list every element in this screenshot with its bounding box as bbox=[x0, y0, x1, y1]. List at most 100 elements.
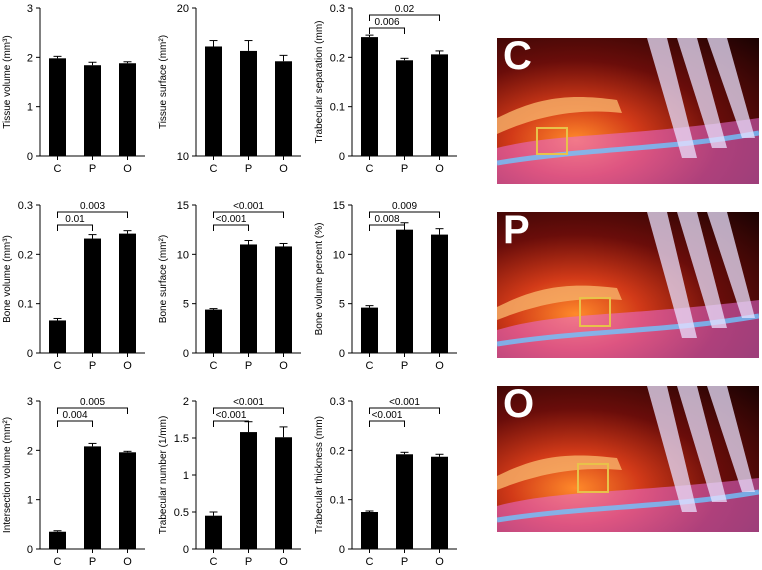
y-tick-label: 2 bbox=[27, 445, 33, 457]
x-tick-label: O bbox=[123, 360, 132, 372]
y-tick-label: 15 bbox=[177, 200, 189, 212]
significance-bracket bbox=[213, 224, 249, 231]
significance-bracket bbox=[369, 27, 405, 34]
y-tick-label: 0.2 bbox=[330, 52, 345, 64]
y-axis-label: Tissue surface (mm²) bbox=[158, 35, 169, 129]
x-tick-label: P bbox=[245, 360, 252, 372]
y-tick-label: 15 bbox=[333, 200, 345, 212]
x-tick-label: C bbox=[210, 360, 218, 372]
y-tick-label: 0.3 bbox=[330, 3, 345, 15]
significance-bracket bbox=[369, 224, 405, 231]
y-axis-label: Bone volume percent (%) bbox=[314, 223, 325, 336]
x-tick-label: O bbox=[279, 360, 288, 372]
y-axis-label: Bone surface (mm²) bbox=[158, 235, 169, 323]
bar-P bbox=[396, 60, 413, 156]
x-tick-label: O bbox=[123, 556, 132, 568]
y-axis-label: Trabecular thickness (mm) bbox=[314, 416, 325, 534]
y-tick-label: 5 bbox=[183, 299, 189, 311]
p-value-label: <0.001 bbox=[372, 410, 403, 421]
y-tick-label: 0 bbox=[339, 151, 345, 163]
y-tick-label: 2 bbox=[27, 52, 33, 64]
significance-bracket bbox=[369, 420, 405, 427]
significance-bracket bbox=[213, 407, 284, 414]
y-tick-label: 10 bbox=[177, 151, 189, 163]
bar-chart-9: 0 0.1 0.2 0.3 Trabecular thickness (mm) C P O <0… bbox=[314, 396, 457, 568]
bar-C bbox=[49, 531, 66, 549]
scan-graphic bbox=[497, 212, 759, 358]
y-tick-label: 0.3 bbox=[330, 396, 345, 408]
significance-bracket bbox=[369, 14, 440, 21]
bar-chart-4: 0 0.1 0.2 0.3 Bone volume (mm³) C P O 0.01 0.003 bbox=[2, 200, 145, 372]
bar-O bbox=[119, 63, 136, 156]
bar-O bbox=[119, 452, 136, 549]
significance-bracket bbox=[57, 224, 93, 231]
x-tick-label: C bbox=[210, 556, 218, 568]
bar-P bbox=[396, 454, 413, 549]
bar-P bbox=[240, 244, 257, 353]
scan-label: O bbox=[503, 386, 535, 426]
x-tick-label: O bbox=[435, 163, 444, 175]
bar-C bbox=[49, 58, 66, 156]
y-axis-label: Trabecular separation (mm) bbox=[314, 20, 325, 143]
bar-chart-1: 0 1 2 3 Tissue volume (mm³) C P O bbox=[2, 3, 145, 175]
x-tick-label: P bbox=[245, 163, 252, 175]
microct-image-c: C bbox=[497, 38, 759, 184]
p-value-label: <0.001 bbox=[389, 397, 420, 408]
x-tick-label: O bbox=[435, 360, 444, 372]
p-value-label: 0.02 bbox=[395, 4, 415, 15]
bar-C bbox=[361, 37, 378, 156]
y-tick-label: 0 bbox=[183, 348, 189, 360]
y-tick-label: 0 bbox=[27, 151, 33, 163]
x-tick-label: P bbox=[89, 556, 96, 568]
x-tick-label: P bbox=[245, 556, 252, 568]
x-tick-label: O bbox=[279, 556, 288, 568]
y-tick-label: 0 bbox=[339, 544, 345, 556]
p-value-label: 0.009 bbox=[392, 201, 417, 212]
x-tick-label: O bbox=[435, 556, 444, 568]
bar-chart-5: 0 5 10 15 Bone surface (mm²) C P O <0.001 <0.001 bbox=[158, 200, 301, 372]
p-value-label: 0.004 bbox=[62, 410, 87, 421]
p-value-label: 0.006 bbox=[374, 17, 399, 28]
y-tick-label: 20 bbox=[177, 3, 189, 15]
x-tick-label: P bbox=[401, 556, 408, 568]
y-tick-label: 0 bbox=[339, 348, 345, 360]
bar-C bbox=[361, 512, 378, 549]
bar-C bbox=[361, 307, 378, 353]
y-tick-label: 2 bbox=[183, 396, 189, 408]
y-tick-label: 1 bbox=[27, 102, 33, 114]
p-value-label: 0.003 bbox=[80, 201, 105, 212]
bar-P bbox=[396, 229, 413, 353]
y-tick-label: 1 bbox=[27, 495, 33, 507]
bar-O bbox=[431, 456, 448, 549]
x-tick-label: P bbox=[401, 163, 408, 175]
bar-chart-6: 0 5 10 15 Bone volume percent (%) C P O 0.008 0.0… bbox=[314, 200, 457, 372]
p-value-label: 0.005 bbox=[80, 397, 105, 408]
y-tick-label: 1 bbox=[183, 470, 189, 482]
x-tick-label: C bbox=[366, 360, 374, 372]
y-tick-label: 0 bbox=[27, 348, 33, 360]
scan-label: C bbox=[503, 38, 532, 78]
scan-graphic bbox=[497, 38, 759, 184]
x-tick-label: O bbox=[279, 163, 288, 175]
significance-bracket bbox=[213, 211, 284, 218]
p-value-label: <0.001 bbox=[233, 201, 264, 212]
x-tick-label: C bbox=[54, 556, 62, 568]
y-tick-label: 0.3 bbox=[18, 200, 33, 212]
x-tick-label: O bbox=[123, 163, 132, 175]
y-axis-label: Bone volume (mm³) bbox=[2, 235, 13, 323]
x-tick-label: P bbox=[401, 360, 408, 372]
bar-O bbox=[275, 61, 292, 156]
y-tick-label: 3 bbox=[27, 3, 33, 15]
bar-P bbox=[84, 446, 101, 549]
bar-chart-8: 0 0.5 1 1.5 2 Trabecular number (1/mm) C P O <0.0… bbox=[158, 396, 301, 568]
bar-chart-7: 0 1 2 3 Intersection volume (mm²) C P O 0.004 0.0… bbox=[2, 396, 145, 568]
significance-bracket bbox=[57, 407, 128, 414]
significance-bracket bbox=[57, 420, 93, 427]
y-tick-label: 0.2 bbox=[18, 249, 33, 261]
y-axis-label: Intersection volume (mm²) bbox=[2, 417, 13, 533]
bar-O bbox=[275, 437, 292, 549]
y-tick-label: 5 bbox=[339, 299, 345, 311]
bar-chart-3: 0 0.1 0.2 0.3 Trabecular separation (mm) C P O 0… bbox=[314, 3, 457, 175]
significance-bracket bbox=[369, 407, 440, 414]
